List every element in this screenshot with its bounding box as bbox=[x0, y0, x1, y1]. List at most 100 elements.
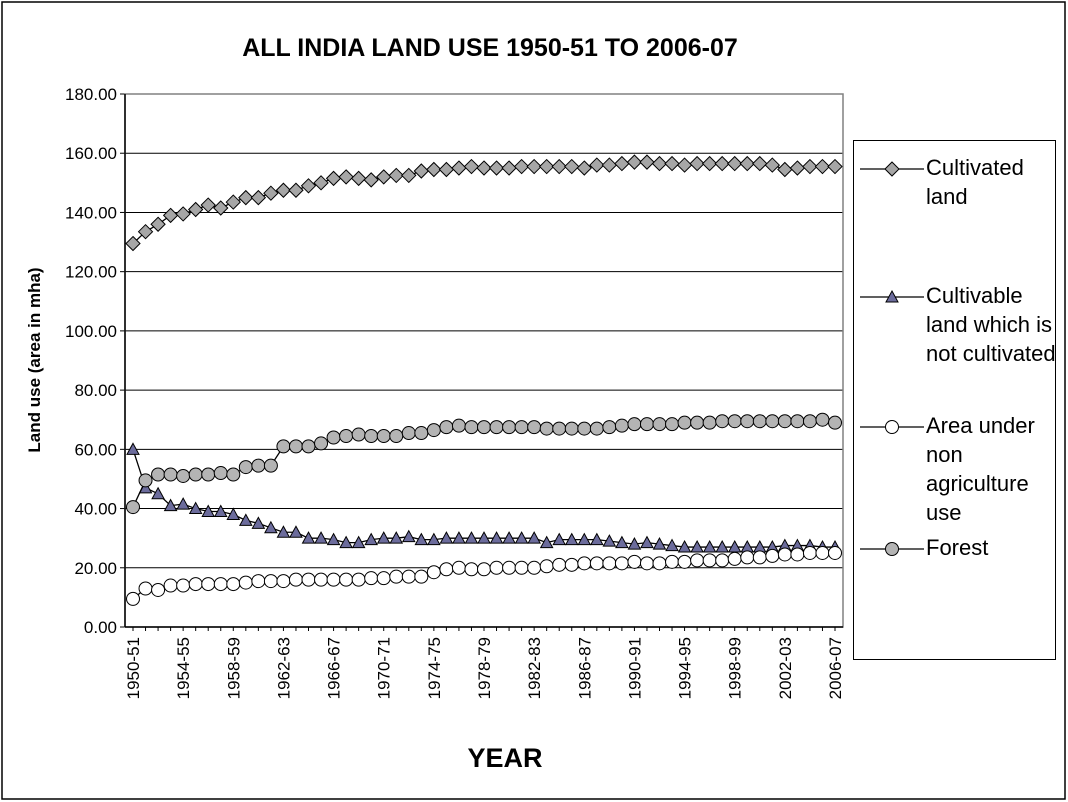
data-point bbox=[188, 467, 203, 482]
chart-title: ALL INDIA LAND USE 1950-51 TO 2006-07 bbox=[242, 34, 738, 62]
data-point bbox=[652, 417, 667, 432]
data-point bbox=[639, 154, 655, 170]
x-tick-label: 1986-87 bbox=[575, 637, 594, 699]
data-point bbox=[752, 155, 768, 172]
data-point bbox=[426, 423, 441, 438]
x-tick-label: 1970-71 bbox=[375, 637, 394, 699]
data-point bbox=[802, 158, 818, 175]
data-point bbox=[138, 473, 153, 488]
data-point bbox=[477, 420, 491, 435]
data-point bbox=[651, 155, 668, 172]
y-tick-label: 120.00 bbox=[65, 263, 117, 282]
data-point bbox=[789, 160, 806, 176]
data-point bbox=[664, 155, 680, 172]
legend-marker bbox=[885, 542, 899, 556]
data-point bbox=[589, 532, 604, 546]
data-point bbox=[225, 194, 241, 210]
data-point bbox=[614, 418, 629, 433]
data-point bbox=[589, 421, 604, 436]
data-point bbox=[527, 531, 541, 544]
data-point bbox=[814, 158, 831, 175]
data-point bbox=[602, 556, 617, 571]
y-tick-label: 180.00 bbox=[65, 85, 117, 104]
legend-icon bbox=[860, 542, 924, 556]
x-tick-label: 1998-99 bbox=[726, 637, 745, 699]
data-point bbox=[552, 557, 567, 572]
data-point bbox=[238, 513, 253, 526]
data-point bbox=[488, 160, 505, 176]
data-point bbox=[363, 172, 379, 188]
data-point bbox=[200, 197, 216, 213]
y-tick-label: 40.00 bbox=[74, 500, 117, 519]
data-point bbox=[589, 556, 604, 571]
legend-icon bbox=[860, 420, 924, 434]
data-point bbox=[452, 531, 466, 544]
data-point bbox=[828, 415, 842, 430]
data-point bbox=[714, 155, 730, 172]
data-point bbox=[827, 158, 843, 175]
data-point bbox=[513, 158, 530, 175]
data-point bbox=[451, 418, 466, 433]
legend-icon bbox=[860, 161, 924, 177]
y-tick-label: 100.00 bbox=[65, 322, 117, 341]
data-point bbox=[176, 497, 190, 510]
data-point bbox=[690, 540, 704, 553]
data-point bbox=[351, 427, 366, 442]
data-point bbox=[276, 574, 291, 589]
data-point bbox=[264, 520, 278, 534]
data-point bbox=[188, 577, 203, 592]
data-point bbox=[238, 189, 254, 206]
data-point bbox=[439, 420, 454, 435]
data-point bbox=[213, 200, 229, 216]
data-point bbox=[802, 545, 817, 560]
data-point bbox=[777, 414, 792, 429]
data-point bbox=[439, 531, 454, 544]
data-point bbox=[777, 547, 792, 562]
data-point bbox=[501, 160, 517, 176]
data-point bbox=[438, 161, 455, 178]
data-point bbox=[539, 535, 554, 549]
data-point bbox=[665, 554, 680, 569]
data-point bbox=[614, 556, 629, 571]
data-point bbox=[339, 535, 353, 549]
data-point bbox=[489, 420, 504, 435]
data-point bbox=[464, 531, 479, 544]
data-point bbox=[702, 553, 717, 568]
data-point bbox=[275, 182, 292, 198]
data-point bbox=[527, 420, 542, 435]
data-point bbox=[489, 531, 504, 544]
data-point bbox=[514, 420, 529, 435]
data-point bbox=[351, 572, 366, 587]
x-tick-label: 1958-59 bbox=[224, 637, 243, 699]
data-point bbox=[413, 163, 430, 179]
data-point bbox=[364, 571, 379, 586]
data-point bbox=[288, 572, 303, 587]
data-point bbox=[451, 560, 466, 575]
data-point bbox=[263, 574, 278, 589]
data-point bbox=[276, 525, 291, 538]
y-tick-label: 60.00 bbox=[74, 440, 117, 459]
data-point bbox=[301, 439, 316, 454]
data-point bbox=[739, 155, 755, 172]
data-point bbox=[251, 574, 266, 589]
data-point bbox=[176, 578, 191, 593]
data-point bbox=[790, 414, 805, 429]
data-point bbox=[439, 562, 454, 577]
data-point bbox=[250, 189, 267, 206]
data-point bbox=[426, 161, 442, 178]
data-point bbox=[426, 565, 441, 580]
data-point bbox=[665, 417, 680, 432]
data-point bbox=[401, 529, 416, 543]
data-point bbox=[477, 531, 491, 544]
data-point bbox=[126, 591, 140, 606]
data-point bbox=[401, 426, 416, 441]
y-tick-label: 140.00 bbox=[65, 203, 117, 222]
data-point bbox=[464, 562, 479, 577]
legend-label: Area under non agriculture use bbox=[926, 413, 1035, 525]
data-point bbox=[615, 535, 629, 549]
data-point bbox=[752, 550, 767, 565]
data-point bbox=[226, 467, 241, 482]
data-point bbox=[288, 182, 304, 198]
